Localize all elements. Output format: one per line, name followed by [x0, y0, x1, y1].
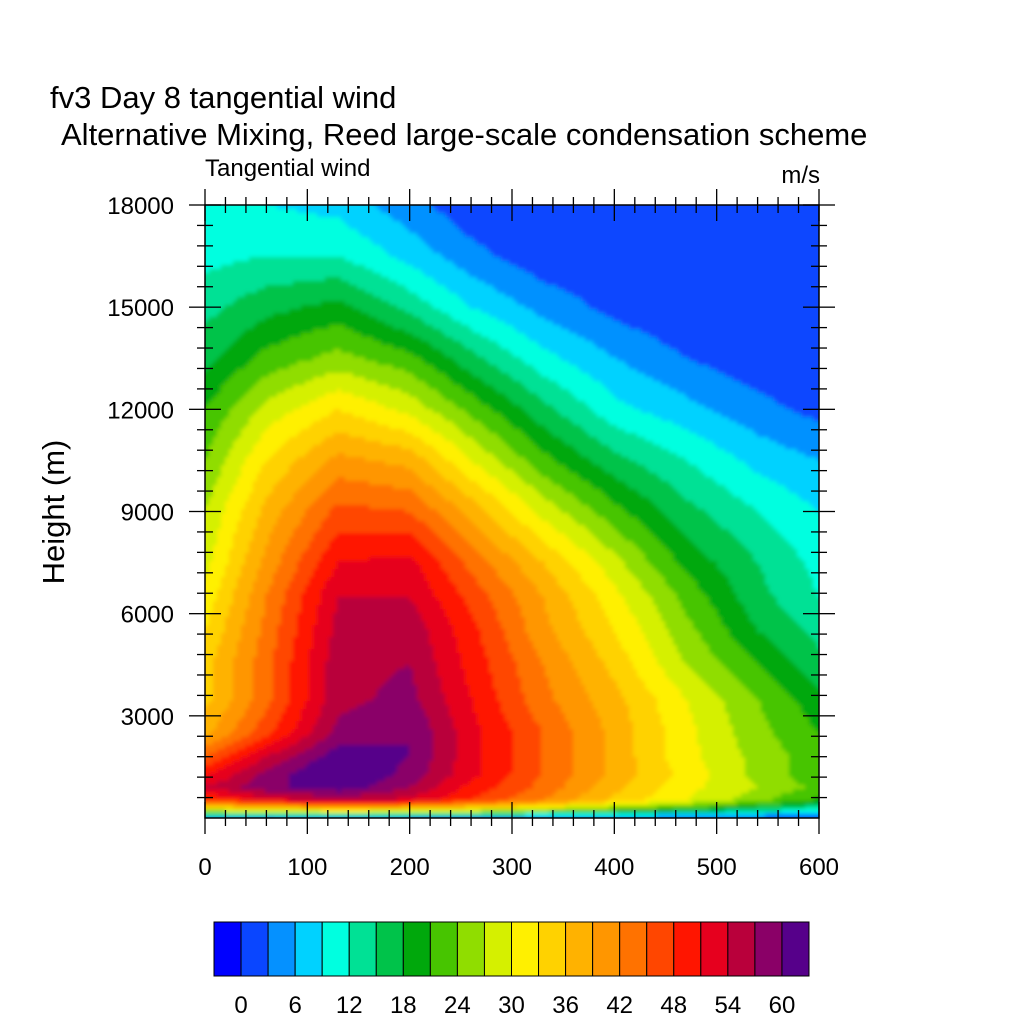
- colorbar-swatch: [376, 922, 403, 976]
- colorbar-swatch: [430, 922, 457, 976]
- colorbar-swatch: [566, 922, 593, 976]
- x-tick-label: 100: [287, 854, 327, 881]
- colorbar-label: 0: [234, 992, 247, 1019]
- colorbar-swatch: [295, 922, 322, 976]
- y-tick-label: 3000: [121, 704, 174, 731]
- x-tick-label: 300: [492, 854, 532, 881]
- colorbar-swatch: [728, 922, 755, 976]
- colorbar-swatch: [755, 922, 782, 976]
- colorbar-swatch: [782, 922, 809, 976]
- colorbar-swatch: [647, 922, 674, 976]
- colorbar-swatch: [457, 922, 484, 976]
- colorbar-swatch: [214, 922, 241, 976]
- colorbar-swatch: [701, 922, 728, 976]
- colorbar-label: 30: [498, 992, 525, 1019]
- y-tick-label: 15000: [107, 295, 174, 322]
- colorbar-swatch: [403, 922, 430, 976]
- colorbar-label: 42: [606, 992, 633, 1019]
- colorbar-swatch: [539, 922, 566, 976]
- colorbar-label: 60: [769, 992, 796, 1019]
- colorbar-swatch: [593, 922, 620, 976]
- x-tick-label: 200: [390, 854, 430, 881]
- y-axis: 3000 6000 9000 12000 15000 18000: [107, 193, 174, 731]
- x-tick-label: 0: [198, 854, 211, 881]
- colorbar-swatch: [620, 922, 647, 976]
- x-tick-label: 600: [799, 854, 839, 881]
- y-tick-label: 12000: [107, 397, 174, 424]
- colorbar-label: 54: [715, 992, 742, 1019]
- x-axis: 0 100 200 300 400 500 600: [198, 854, 839, 881]
- colorbar-label: 48: [660, 992, 687, 1019]
- x-tick-label: 400: [594, 854, 634, 881]
- colorbar-swatch: [268, 922, 295, 976]
- colorbar-swatch: [322, 922, 349, 976]
- colorbar: 0 6 12 18 24 30 36 42 48 54 60: [214, 922, 809, 1019]
- y-axis-label: Height (m): [36, 440, 71, 585]
- colorbar-swatch: [674, 922, 701, 976]
- y-tick-label: 9000: [121, 500, 174, 527]
- colorbar-label: 6: [288, 992, 301, 1019]
- colorbar-swatch: [241, 922, 268, 976]
- colorbar-label: 36: [552, 992, 579, 1019]
- colorbar-swatch: [349, 922, 376, 976]
- colorbar-label: 24: [444, 992, 471, 1019]
- colorbar-label: 18: [390, 992, 417, 1019]
- contour-field: [201, 201, 826, 826]
- y-tick-label: 18000: [107, 193, 174, 220]
- y-tick-label: 6000: [121, 602, 174, 629]
- x-tick-label: 500: [697, 854, 737, 881]
- colorbar-swatch: [484, 922, 511, 976]
- colorbar-swatch: [512, 922, 539, 976]
- colorbar-label: 12: [336, 992, 363, 1019]
